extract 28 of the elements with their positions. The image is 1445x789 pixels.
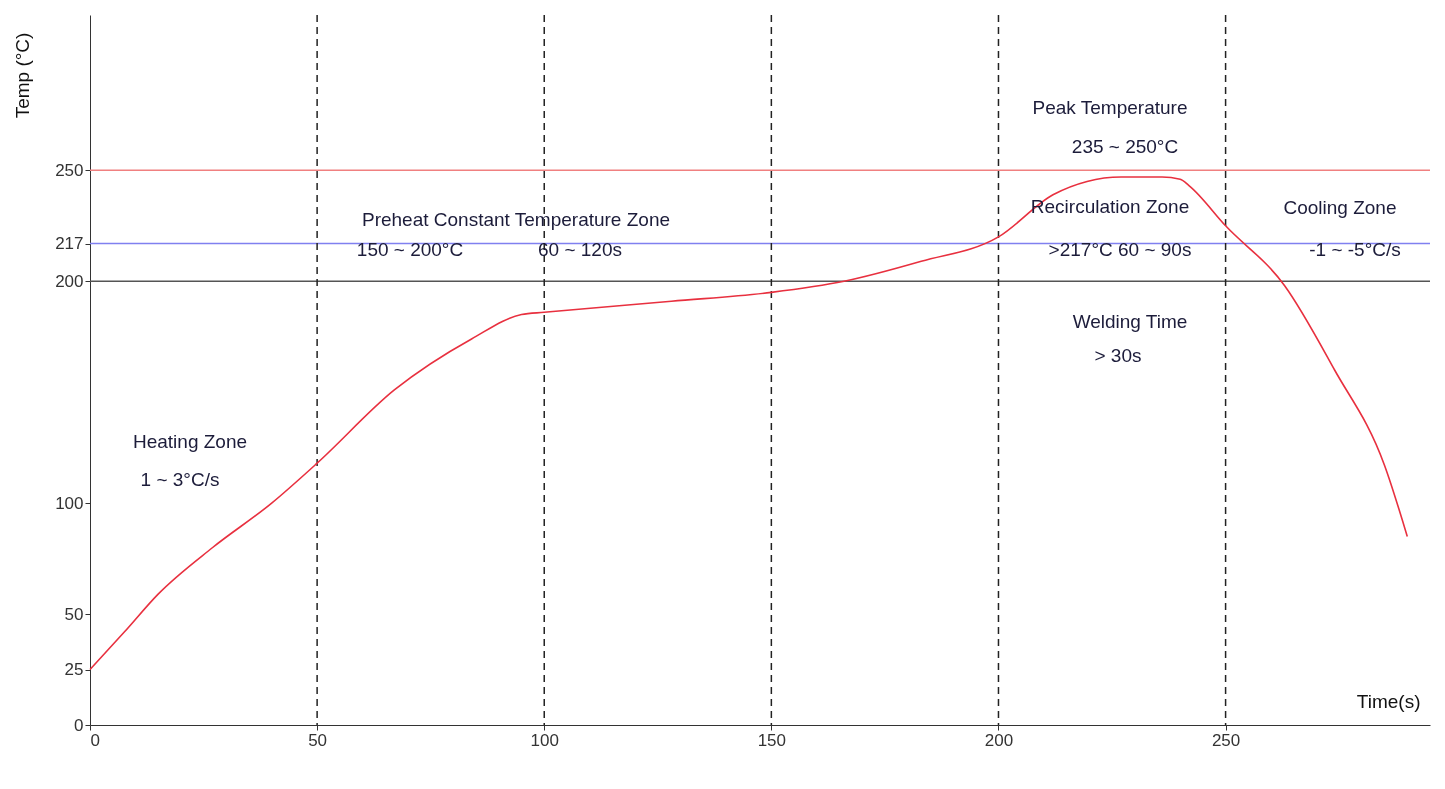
annotation: -1 ~ -5°C/s — [1309, 239, 1401, 260]
y-tick-label: 25 — [64, 660, 84, 680]
x-tick-label: 250 — [1211, 730, 1241, 750]
annotation: 150 ~ 200°C — [356, 239, 464, 260]
annotation: Peak Temperature — [1032, 97, 1188, 118]
annotation: 60 ~ 120s — [538, 239, 622, 260]
annotation: 1 ~ 3°C/s — [140, 469, 220, 490]
annotation: 235 ~ 250°C — [1071, 136, 1179, 157]
y-tick-label: 50 — [64, 604, 84, 624]
annotation: > 30s — [1094, 345, 1142, 366]
y-tick-label: 217 — [55, 234, 84, 254]
x-tick-label: 0 — [90, 730, 100, 750]
x-tick-label: 50 — [308, 730, 328, 750]
y-tick-label: 200 — [55, 271, 84, 291]
annotation: Heating Zone — [132, 431, 248, 452]
x-tick-label: 100 — [530, 730, 559, 750]
x-axis-title: Time(s) — [1356, 690, 1421, 712]
y-tick-label: 100 — [55, 493, 84, 513]
annotation: Welding Time — [1072, 311, 1188, 332]
x-tick-label: 150 — [757, 730, 787, 750]
line-series — [89, 176, 1409, 671]
annotation: Preheat Constant Temperature Zone — [361, 209, 671, 230]
x-tick-label: 200 — [984, 730, 1014, 750]
y-tick-label: 0 — [74, 715, 84, 735]
annotation: Cooling Zone — [1283, 197, 1397, 218]
annotation: >217°C 60 ~ 90s — [1048, 239, 1192, 260]
y-axis-title: Temp (°C) — [11, 32, 33, 119]
y-tick-label: 250 — [55, 160, 84, 180]
